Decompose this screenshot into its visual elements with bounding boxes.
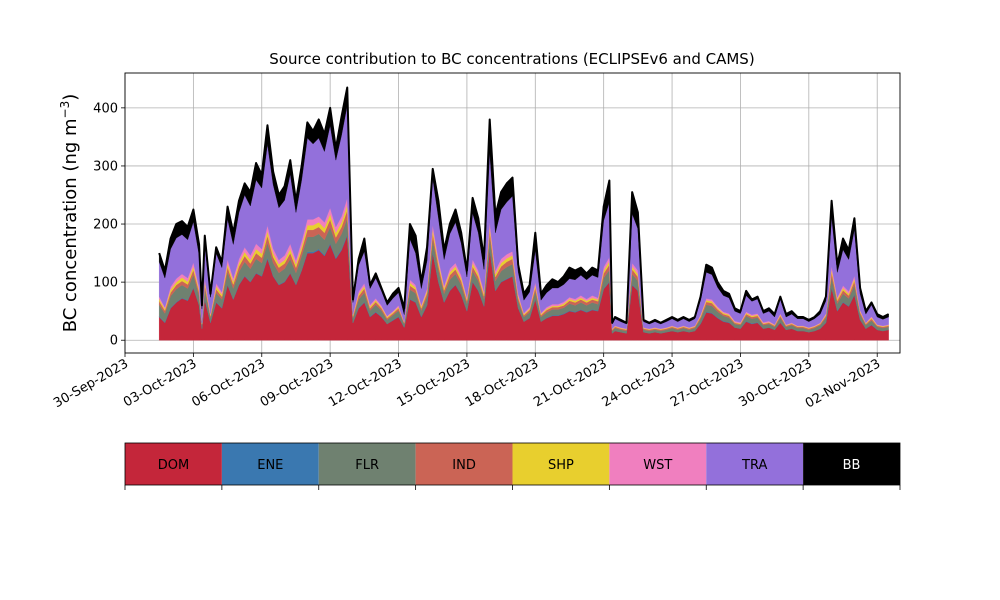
y-tick-label: 0 [110,334,118,349]
y-axis-label: BC concentration (ng m−3) [58,94,81,333]
legend-swatch-flr [318,443,416,485]
source-colorbar-legend: DOM ENE FLR IND SHP WST TRA BB [124,442,901,490]
legend-swatch-dom [125,443,222,485]
legend-label-tra: TRA [741,458,767,473]
y-tick-label: 100 [93,276,118,291]
plot-frame [124,72,901,354]
legend-swatch-shp [512,443,610,485]
total-line-group [158,86,890,324]
legend-label-wst: WST [643,458,672,473]
legend-swatch-ind [415,443,513,485]
y-tick-label: 300 [93,159,118,174]
legend-swatch-ene [221,443,319,485]
y-tick-label: 200 [93,218,118,233]
legend-label-ene: ENE [257,458,283,473]
legend-label-shp: SHP [548,458,574,473]
chart-title: Source contribution to BC concentrations… [269,50,754,68]
legend-swatch-tra [706,443,804,485]
legend-label-bb: BB [843,458,861,473]
legend-label-ind: IND [452,458,476,473]
legend-swatch-wst [609,443,707,485]
legend-label-dom: DOM [158,458,189,473]
total-line [158,86,890,324]
y-axis: 0 100 200 300 400 [93,101,125,349]
legend-swatch-bb [803,443,900,485]
legend-label-flr: FLR [355,458,379,473]
y-tick-label: 400 [93,101,118,116]
